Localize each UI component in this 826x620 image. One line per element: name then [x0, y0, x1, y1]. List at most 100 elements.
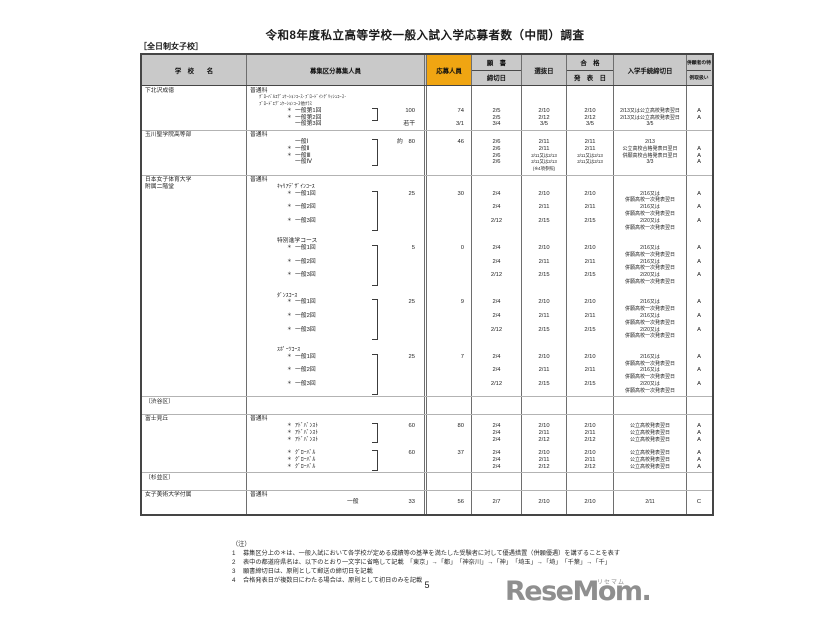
- cell: 2/20又は: [640, 217, 660, 224]
- cell: 2/16又は: [640, 299, 660, 306]
- cell: 併願高校一次発表翌日: [624, 374, 675, 381]
- cell: [427, 146, 471, 153]
- cell: [142, 146, 246, 153]
- column-c7: 2/13又は公立高校発表翌日 2/13又は公立高校発表翌日 3/5: [614, 86, 687, 130]
- note-text: 表中の都道府県名は、以下のとおり一文字に省略して記載 「東京」→「都」 「神奈川…: [243, 559, 611, 566]
- cell: [247, 361, 424, 368]
- cell: [522, 361, 566, 368]
- cell: [142, 265, 246, 272]
- cell: [567, 320, 613, 327]
- column-c7: 2/16又は 併願高校一次発表翌日 2/16又は 併願高校一次発表翌日 2/20又は 併願…: [614, 175, 687, 397]
- cell: [567, 225, 613, 232]
- cell: [427, 367, 471, 374]
- cell: ＊一般1回 25: [247, 191, 424, 198]
- cell: [472, 293, 521, 300]
- cell: 特別進学コース: [247, 238, 424, 245]
- cell: [247, 405, 424, 412]
- capacity-bracket: [372, 422, 378, 444]
- cell: 2/4: [492, 190, 501, 197]
- school-block: 日本女子体育大学 附属二階堂 普通科 ｷｬﾘｱﾃﾞｻﾞｲﾝｺｰｽ＊一般1回 25 ＊一般2…: [142, 174, 712, 397]
- capacity-value: 100: [405, 107, 415, 114]
- cell: 2/6: [492, 145, 501, 152]
- cell: [472, 443, 521, 450]
- cell: [614, 231, 686, 238]
- cell: [142, 299, 246, 306]
- column-c1: 〔杉並区〕: [142, 473, 247, 490]
- resemom-logo-furigana: リセマム: [597, 580, 626, 586]
- column-c5: [522, 397, 567, 414]
- header-school-label: 学 校 名: [174, 67, 214, 75]
- cell: 2/10: [584, 299, 596, 306]
- page-title: 令和8年度私立高等学校一般入試入学応募者数（中間）調査: [265, 30, 585, 42]
- cell: 2/11: [538, 313, 550, 319]
- cell: 下北沢成徳: [145, 87, 174, 94]
- cell: 公立高校発表翌日: [629, 436, 670, 443]
- cell: [247, 506, 424, 513]
- note-text: 募集区分上の＊は、一般入試において各学校が定める成績等の基準を満たした受験者に対…: [243, 550, 621, 557]
- cell: [614, 184, 686, 191]
- cell: ＊ｱﾄﾞﾊﾞﾝｽﾄ 60: [247, 423, 424, 430]
- cell: [427, 204, 471, 211]
- note-item: 3 願書締切日は、原則として郵送の締切日を記載: [232, 567, 668, 576]
- cell: [427, 492, 471, 499]
- cell: [427, 238, 471, 245]
- cell: 2/15: [584, 272, 596, 279]
- cell: [142, 225, 246, 232]
- division-label: 普通科: [250, 492, 268, 499]
- cell: [142, 327, 246, 334]
- division-label: 一般3回: [295, 380, 316, 387]
- cell: [567, 265, 613, 272]
- column-c7: 公立高校発表翌日 公立高校発表翌日 公立高校発表翌日 公立高校発表翌日 公立高校発表翌日…: [614, 414, 687, 473]
- cell: [427, 153, 471, 160]
- cell: 併願高校一次発表翌日: [624, 333, 675, 340]
- cell: [522, 443, 566, 450]
- column-c1: 富士見丘: [142, 414, 247, 473]
- cell: [614, 177, 686, 184]
- column-c4: [472, 397, 522, 414]
- division-label: 一般Ⅲ: [295, 152, 311, 159]
- cell: [614, 492, 686, 499]
- cell: 一般 33: [247, 499, 424, 506]
- cell: [567, 293, 613, 300]
- preferential-star: ＊: [287, 456, 292, 462]
- column-c1: 日本女子体育大学 附属二階堂: [142, 175, 247, 397]
- column-c7: 2/13 公立高校合格発表日翌日 併願高校合格発表日翌日 3/3: [614, 130, 687, 175]
- cell: [142, 499, 246, 506]
- cell: [427, 464, 471, 471]
- column-c5: 2/11 2/11 2/11又は2/13 2/11又は2/13 (※4項参照): [522, 130, 567, 175]
- cell: [427, 506, 471, 513]
- column-c1: 女子美術大学付属: [142, 490, 247, 515]
- cell: 2/15: [584, 217, 596, 224]
- column-c2: 普通科 一般Ⅰ 約 80 ＊一般Ⅱ ＊一般Ⅲ 一般Ⅳ: [247, 130, 427, 175]
- cell: [614, 101, 686, 108]
- cell: [427, 293, 471, 300]
- cell: ＊一般2回: [247, 367, 424, 374]
- cell: A: [697, 272, 701, 279]
- cell: 74: [457, 107, 464, 114]
- cell: [472, 279, 521, 286]
- cell: [427, 457, 471, 464]
- cell: [247, 231, 424, 238]
- cell: [614, 416, 686, 423]
- cell: [522, 286, 566, 293]
- cell: [472, 481, 521, 488]
- cell: [472, 211, 521, 218]
- cell: 2/10: [538, 353, 550, 360]
- cell: [687, 279, 711, 286]
- cell: [522, 177, 566, 184]
- cell: [687, 225, 711, 232]
- school-block: 〔渋谷区〕: [142, 396, 712, 414]
- cell: [427, 361, 471, 368]
- cell: 2/12: [490, 380, 503, 387]
- cell: 女子美術大学付属: [145, 492, 192, 499]
- cell: 2/11又は2/13: [531, 152, 557, 158]
- column-c3: [427, 397, 472, 414]
- cell: [472, 177, 521, 184]
- division-label: ｱﾄﾞﾊﾞﾝｽﾄ: [295, 429, 319, 436]
- cell: 2/10: [584, 245, 596, 252]
- cell: [687, 506, 711, 513]
- cell: [687, 361, 711, 368]
- cell: [472, 252, 521, 259]
- cell: [142, 437, 246, 444]
- cell: A: [697, 245, 701, 252]
